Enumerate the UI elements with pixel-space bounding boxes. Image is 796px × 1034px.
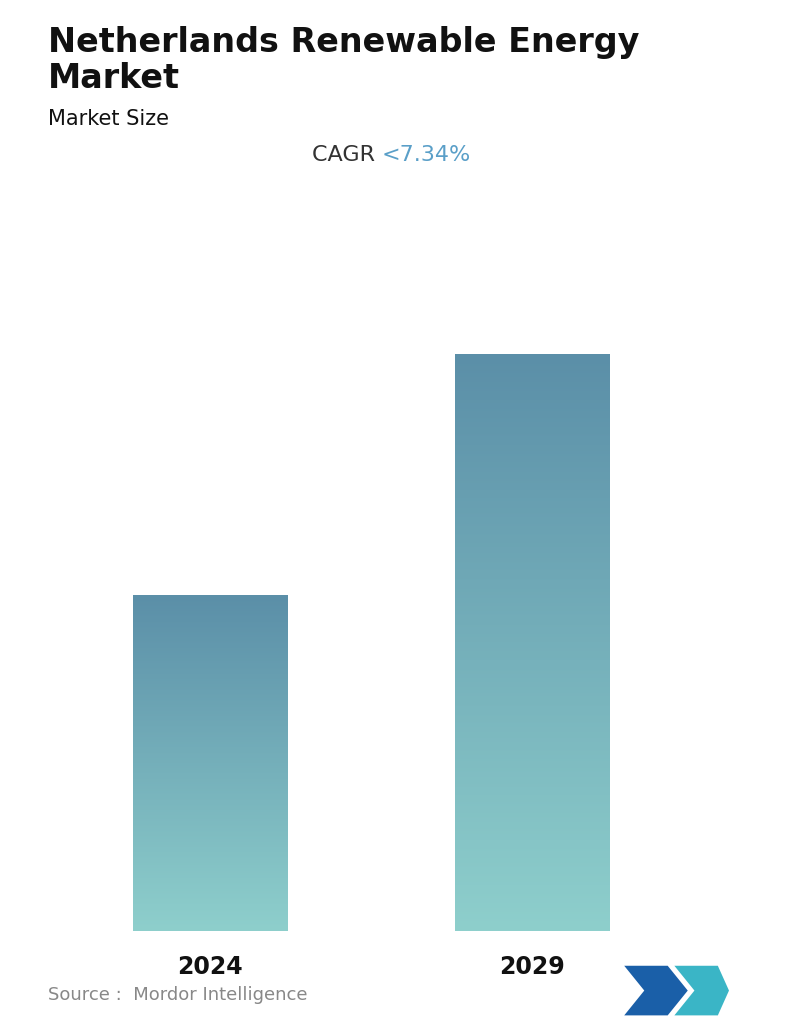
Text: Market Size: Market Size: [48, 109, 169, 128]
Text: CAGR: CAGR: [312, 145, 382, 164]
Text: Source :  Mordor Intelligence: Source : Mordor Intelligence: [48, 985, 307, 1004]
Text: 2029: 2029: [499, 955, 565, 979]
Polygon shape: [624, 966, 688, 1015]
Polygon shape: [674, 966, 729, 1015]
Text: Netherlands Renewable Energy: Netherlands Renewable Energy: [48, 26, 639, 59]
Text: 2024: 2024: [177, 955, 243, 979]
Text: <7.34%: <7.34%: [382, 145, 471, 164]
Text: Market: Market: [48, 62, 180, 95]
